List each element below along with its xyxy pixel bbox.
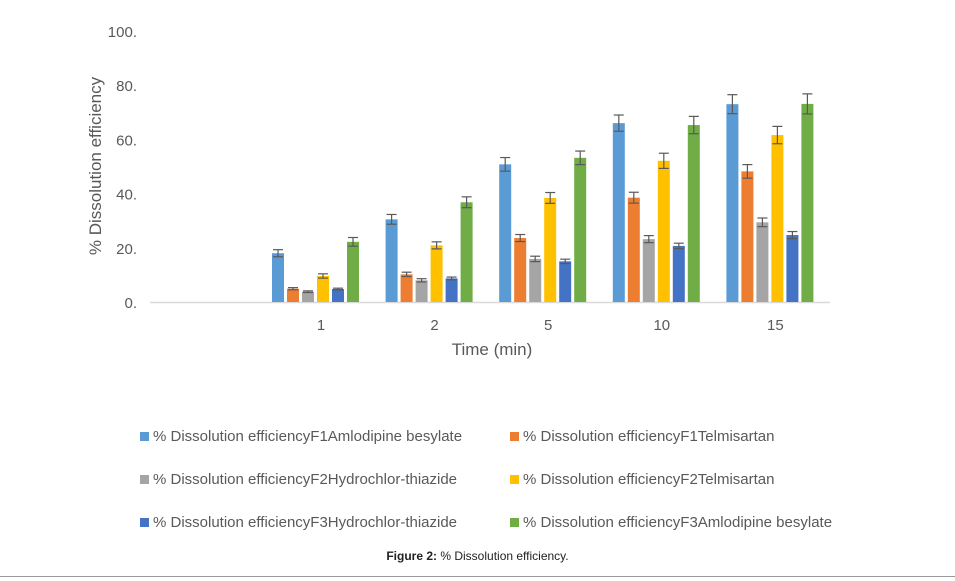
error-bar [727, 94, 738, 115]
y-axis-label: % Dissolution efficiency [86, 76, 105, 255]
bar [332, 288, 344, 302]
error-bar [431, 241, 442, 250]
bar [385, 219, 398, 302]
y-tick-label: 40. [116, 187, 137, 204]
x-tick-label: 1 [317, 317, 325, 334]
legend-item: % Dissolution efficiencyF1Amlodipine bes… [140, 428, 462, 445]
error-bar [416, 278, 427, 283]
caption-text: % Dissolution efficiency. [437, 549, 569, 563]
bar [415, 280, 428, 302]
bar [801, 103, 814, 302]
bar [302, 291, 314, 302]
legend-label: % Dissolution efficiencyF3Amlodipine bes… [523, 514, 833, 531]
error-bar [673, 242, 684, 250]
bar [771, 135, 784, 302]
bar-chart: 0. 20. 40. 60. 80. 100. 1 2 5 10 15 Time (min) % … [86, 24, 830, 359]
legend-swatch [140, 518, 149, 527]
error-bar [303, 290, 313, 294]
legend-swatch [140, 432, 149, 441]
legend-swatch [140, 475, 149, 484]
error-bar [802, 93, 813, 115]
bar [657, 160, 670, 302]
error-bar [333, 287, 343, 291]
y-tick-label: 80. [116, 78, 137, 95]
legend-item: % Dissolution efficiencyF1Telmisartan [510, 428, 775, 445]
error-bar [273, 249, 283, 258]
bar [272, 253, 284, 302]
error-bar [401, 271, 412, 278]
error-bar [742, 164, 753, 179]
error-bar [288, 287, 298, 291]
error-bar [530, 255, 541, 263]
y-tick-label: 60. [116, 132, 137, 149]
error-bar [386, 213, 397, 225]
x-tick-label: 10 [653, 317, 670, 334]
caption-label: Figure 2: [386, 549, 438, 563]
bar [317, 275, 329, 302]
error-bar [688, 115, 699, 135]
legend-label: % Dissolution efficiencyF1Telmisartan [523, 428, 775, 445]
x-tick-label: 5 [544, 317, 552, 334]
legend-item: % Dissolution efficiencyF3Amlodipine bes… [510, 514, 832, 531]
bar [687, 125, 700, 302]
bar [544, 197, 557, 302]
bar [445, 278, 458, 302]
x-tick-label: 2 [430, 317, 438, 334]
bar [400, 274, 413, 302]
error-bar [500, 156, 511, 172]
y-tick-label: 100. [108, 24, 137, 41]
legend-label: % Dissolution efficiencyF2Telmisartan [523, 471, 775, 488]
bar [786, 235, 799, 302]
y-tick-label: 0. [124, 295, 137, 312]
error-bar [545, 191, 556, 204]
bar [741, 171, 754, 302]
y-tick-label: 20. [116, 241, 137, 258]
bar [499, 164, 512, 302]
legend-label: % Dissolution efficiencyF2Hydrochlor-thi… [153, 471, 458, 488]
legend-item: % Dissolution efficiencyF2Hydrochlor-thi… [140, 471, 457, 488]
bar [612, 123, 625, 302]
bar [287, 288, 299, 302]
error-bar [628, 191, 639, 204]
bar [756, 222, 769, 302]
x-axis-label: Time (min) [452, 340, 533, 359]
error-bar [772, 125, 783, 145]
error-bar [643, 235, 654, 244]
bar [672, 245, 685, 302]
bar [529, 258, 542, 302]
error-bar [575, 150, 586, 166]
error-bar [658, 152, 669, 169]
error-bar [348, 236, 358, 247]
error-bar [613, 114, 624, 132]
error-bar [318, 273, 328, 279]
bar [574, 157, 587, 302]
bar [559, 261, 572, 302]
legend-swatch [510, 518, 519, 527]
bar [642, 239, 655, 302]
bar [347, 241, 359, 302]
error-bar [446, 276, 457, 281]
bar [726, 104, 739, 302]
legend-swatch [510, 432, 519, 441]
error-bar [787, 230, 798, 240]
error-bar [515, 233, 526, 243]
error-bar [461, 196, 472, 209]
legend-label: % Dissolution efficiencyF3Hydrochlor-thi… [153, 514, 458, 531]
bar [460, 202, 473, 302]
figure-caption: Figure 2: % Dissolution efficiency. [0, 549, 955, 563]
error-bar [757, 217, 768, 228]
legend-label: % Dissolution efficiencyF1Amlodipine bes… [153, 428, 463, 445]
legend-item: % Dissolution efficiencyF3Hydrochlor-thi… [140, 514, 457, 531]
bar [430, 245, 443, 302]
bar [514, 238, 527, 302]
divider [0, 576, 955, 577]
bar [627, 197, 640, 302]
legend-swatch [510, 475, 519, 484]
error-bar [560, 258, 571, 265]
legend-item: % Dissolution efficiencyF2Telmisartan [510, 471, 775, 488]
x-tick-label: 15 [767, 317, 784, 334]
